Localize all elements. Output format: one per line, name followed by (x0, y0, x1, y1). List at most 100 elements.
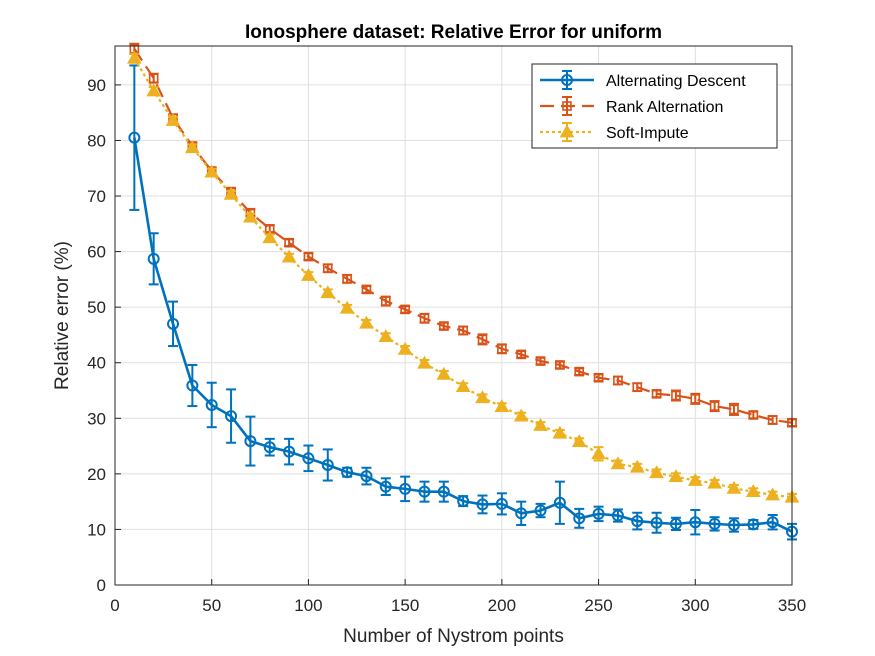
data-point (631, 515, 644, 528)
data-point (284, 237, 294, 248)
legend-label: Rank Alternation (606, 99, 723, 116)
legend-label: Alternating Descent (606, 73, 746, 90)
data-point (593, 372, 604, 383)
data-point (341, 466, 354, 479)
x-tick-label: 100 (294, 596, 322, 615)
chart-title: Ionosphere dataset: Relative Error for u… (245, 22, 662, 43)
data-point (146, 83, 162, 97)
data-point (418, 485, 431, 498)
data-point (745, 484, 761, 498)
data-point (303, 251, 314, 262)
data-point (533, 418, 548, 431)
data-point (243, 209, 258, 223)
data-point (361, 284, 372, 295)
data-point (339, 300, 355, 314)
data-point (767, 415, 778, 425)
x-axis-label: Number of Nystrom points (343, 626, 564, 647)
x-tick-label: 50 (202, 596, 221, 615)
data-point (205, 398, 218, 411)
y-tick-label: 0 (97, 576, 106, 595)
data-point (186, 379, 199, 392)
data-point (165, 112, 181, 126)
data-point (765, 487, 781, 501)
legend-label: Soft-Impute (606, 125, 689, 142)
y-tick-label: 30 (87, 409, 106, 428)
axis-ticks: 0 50 100 150 200 250 300 350 0 10 20 30 40 50 60 70 80 90 (87, 76, 806, 615)
series-line (133, 137, 793, 533)
data-point (611, 509, 624, 522)
data-point (359, 315, 374, 329)
data-point (613, 375, 623, 386)
data-point (225, 410, 238, 423)
y-tick-label: 20 (87, 465, 106, 484)
x-tick-label: 200 (488, 596, 516, 615)
data-point (302, 452, 315, 465)
series-line (133, 48, 793, 424)
data-point (729, 404, 739, 415)
data-point (477, 334, 488, 345)
x-tick-label: 350 (778, 596, 806, 615)
data-point (708, 517, 721, 530)
data-point (397, 341, 413, 355)
data-point (513, 408, 529, 422)
x-tick-label: 0 (110, 596, 119, 615)
data-point (553, 496, 566, 509)
data-point (747, 518, 760, 531)
data-point (671, 390, 681, 401)
data-point (128, 131, 141, 144)
data-point (649, 465, 664, 479)
data-point (322, 263, 333, 274)
data-point (262, 230, 278, 244)
data-point (650, 516, 663, 529)
data-point (495, 497, 508, 510)
data-point (400, 304, 410, 315)
y-tick-label: 50 (87, 298, 106, 317)
data-point (378, 329, 394, 342)
data-point (126, 50, 142, 64)
data-point (457, 495, 470, 508)
data-point (574, 366, 585, 377)
data-point (707, 475, 722, 489)
data-point (475, 390, 490, 404)
data-point (360, 470, 373, 483)
data-point (439, 321, 449, 331)
data-point (436, 366, 452, 380)
data-point (399, 482, 412, 495)
y-tick-label: 90 (87, 76, 106, 95)
data-point (244, 435, 257, 448)
data-point (417, 355, 432, 369)
y-tick-label: 10 (87, 520, 106, 539)
data-point (437, 485, 450, 498)
y-tick-label: 70 (87, 187, 106, 206)
y-axis-label: Relative error (%) (52, 241, 73, 390)
x-tick-label: 150 (391, 596, 419, 615)
data-point (709, 401, 720, 411)
series-soft-impute (126, 50, 800, 503)
data-point (204, 164, 220, 178)
legend: Alternating Descent Rank Alternation Soft-… (531, 63, 778, 149)
data-point (515, 507, 528, 520)
data-point (534, 504, 547, 517)
data-point (494, 399, 510, 413)
data-point (610, 456, 626, 470)
y-tick-label: 40 (87, 354, 106, 373)
series-layer (126, 42, 800, 541)
y-tick-label: 80 (87, 131, 106, 150)
data-point (690, 394, 701, 404)
data-point (281, 249, 297, 263)
series-alternating-descent (128, 64, 798, 541)
legend-marker (562, 101, 572, 111)
data-point (516, 349, 527, 360)
data-point (668, 469, 684, 483)
data-point (342, 274, 352, 284)
y-tick-label: 60 (87, 243, 106, 262)
data-point (185, 140, 200, 154)
data-point (455, 379, 471, 393)
data-point (573, 512, 586, 525)
data-point (555, 360, 565, 370)
data-point (419, 313, 430, 324)
data-point (748, 410, 759, 420)
data-point (629, 459, 645, 473)
data-point (497, 344, 507, 354)
